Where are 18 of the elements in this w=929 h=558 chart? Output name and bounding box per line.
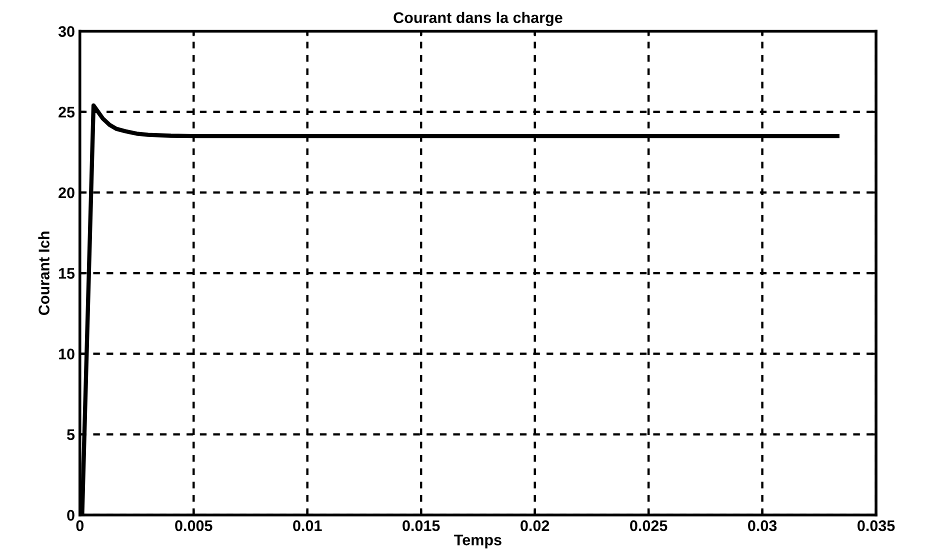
x-tick-label: 0.025 — [630, 520, 668, 532]
chart-title: Courant dans la charge — [394, 12, 562, 26]
x-tick-label: 0.01 — [293, 520, 322, 532]
x-tick-label: 0.03 — [748, 520, 777, 532]
y-tick-label: 30 — [58, 26, 74, 37]
x-tick-label: 0.035 — [858, 520, 895, 532]
x-tick-label: 0 — [76, 520, 84, 532]
y-tick-label: 15 — [59, 268, 75, 279]
y-tick-label: 0 — [67, 510, 74, 521]
x-axis-title: Temps — [454, 534, 502, 548]
y-tick-label: 10 — [59, 348, 74, 360]
x-tick-label: 0.02 — [520, 520, 550, 532]
x-tick-label: 0.015 — [402, 520, 440, 532]
x-tick-label: 0.005 — [175, 520, 212, 532]
y-axis-title: Courant Ich — [38, 232, 50, 315]
y-tick-label: 25 — [58, 106, 75, 118]
y-tick-label: 20 — [58, 187, 74, 198]
y-tick-label: 5 — [67, 429, 75, 440]
